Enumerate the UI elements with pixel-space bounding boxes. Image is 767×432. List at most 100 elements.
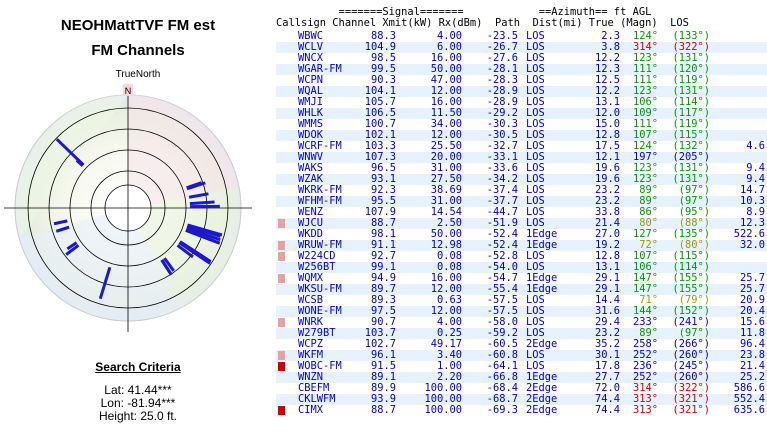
table-row[interactable]: W224CD 92.7 0.08 -52.8 LOS 12.8 107° (115°) [276,251,767,262]
cell-pa: LOS [526,118,545,130]
cell-xm: 100.00 [424,404,462,416]
table-row[interactable]: CKLWFM 93.9 100.00 -68.7 2Edge 74.4 313° (321°)… [276,394,767,405]
cell-xm: 16.00 [430,52,462,64]
cell-pa: 1Edge [526,228,558,240]
cell-ch: 104.1 [364,85,396,97]
table-row[interactable]: WHLK 106.5 11.50 -29.2 LOS 12.0 109° (117°) [276,108,767,119]
table-row[interactable]: WKFM 96.1 3.40 -60.8 LOS 30.1 252° (260°) 23.8 [276,350,767,361]
table-row[interactable]: W279BT 103.7 0.25 -59.2 LOS 23.2 89° (97°) 11.8 [276,328,767,339]
table-row[interactable]: W256BT 99.1 0.08 -54.0 LOS 13.1 106° (114°) [276,262,767,273]
table-row[interactable]: CBEFM 89.9 100.00 -68.4 2Edge 72.0 314° (322°) 5… [276,383,767,394]
table-row[interactable]: WAKS 96.5 31.00 -33.6 LOS 19.6 123° (131°) 9.4 [276,163,767,174]
cell-mg: (131°) [672,85,710,97]
cell-cs: WBWC [298,30,324,42]
table-row[interactable]: WKRK-FM 92.3 38.69 -37.4 LOS 23.2 89° (97°) 14.7 [276,185,767,196]
cell-cs: WDOK [298,129,324,141]
cell-rx: -52.4 [486,239,518,251]
cell-ag: 25.2 [739,371,765,383]
cell-tr: 313° [632,404,658,416]
cell-mg: (155°) [672,272,710,284]
cell-pa: LOS [526,52,545,64]
table-row[interactable]: WENZ 107.9 14.54 -44.7 LOS 33.8 86° (95°) 8.9 [276,207,767,218]
cell-di: 17.5 [594,140,620,152]
cell-mg: (321°) [672,404,710,416]
cell-pa: LOS [526,41,545,53]
table-row[interactable]: WCPN 90.3 47.00 -28.3 LOS 12.5 111° (119°) [276,75,767,86]
cell-ch: 105.7 [364,96,396,108]
table-row[interactable]: WGAR-FM 99.5 50.00 -28.1 LOS 12.3 111° (120°) [276,64,767,75]
cell-tr: 86° [639,206,658,218]
cell-xm: 25.50 [430,140,462,152]
cell-tr: 123° [632,173,658,185]
table-row[interactable]: WMMS 100.7 34.00 -30.3 LOS 15.0 111° (119°) [276,119,767,130]
table-row[interactable]: WMJI 105.7 16.00 -28.9 LOS 13.1 106° (114°) [276,97,767,108]
table-row[interactable]: WNCX 98.5 16.00 -27.6 LOS 12.2 123° (131°) [276,53,767,64]
cell-ch: 88.3 [370,30,396,42]
cell-ch: 102.7 [364,338,396,350]
cell-tr: 252° [632,349,658,361]
cell-ch: 89.7 [370,283,396,295]
cell-ch: 99.5 [370,63,396,75]
cell-mg: (120°) [672,63,710,75]
cell-di: 12.3 [594,63,620,75]
cell-xm: 20.00 [430,151,462,163]
cell-cs: CBEFM [298,382,330,394]
table-row[interactable]: WQMX 94.9 16.00 -54.7 1Edge 29.1 147° (155°) 25.… [276,273,767,284]
cell-mg: (260°) [672,371,710,383]
table-row[interactable]: CIMX 88.7 100.00 -69.3 2Edge 74.4 313° (321°) 63… [276,405,767,416]
cell-xm: 12.00 [430,129,462,141]
cell-cs: WJCU [298,217,324,229]
cell-pa: LOS [526,107,545,119]
cell-xm: 50.00 [430,228,462,240]
cell-di: 27.7 [594,371,620,383]
station-spoke [187,223,206,232]
table-row[interactable]: WBWC 88.3 4.00 -23.5 LOS 2.3 124° (133°) [276,31,767,42]
table-row[interactable]: WNRK 90.7 4.00 -58.0 LOS 29.4 233° (241°) 15.6 [276,317,767,328]
cell-mg: (131°) [672,162,710,174]
cell-ch: 107.9 [364,206,396,218]
table-row[interactable]: WQAL 104.1 12.00 -28.9 LOS 12.2 123° (131°) [276,86,767,97]
cell-tr: 106° [632,261,658,273]
table-row[interactable]: WCLV 104.9 6.00 -26.7 LOS 3.8 314° (322°) [276,42,767,53]
cell-xm: 0.08 [436,250,462,262]
table-row[interactable]: WCRF-FM 103.3 25.50 -32.7 LOS 17.5 124° (132°) 4… [276,141,767,152]
table-row[interactable]: WNWV 107.3 20.00 -33.1 LOS 12.1 197° (205°) [276,152,767,163]
cell-ag: 4.6 [746,140,765,152]
station-spoke [59,225,70,232]
table-row[interactable]: WKSU-FM 89.7 12.00 -55.4 1Edge 29.1 147° (155°)… [276,284,767,295]
table-row[interactable]: WZAK 93.1 27.50 -34.2 LOS 19.6 123° (131°) 9.4 [276,174,767,185]
cell-rx: -28.9 [486,85,518,97]
cell-di: 13.1 [594,261,620,273]
cell-mg: (155°) [672,283,710,295]
table-row[interactable]: WFHM-FM 95.5 31.00 -37.7 LOS 23.2 89° (97°) 10.3 [276,196,767,207]
table-row[interactable]: WCPZ 102.7 49.17 -60.5 2Edge 35.2 258° (266°) 96… [276,339,767,350]
cell-xm: 100.00 [424,382,462,394]
table-row[interactable]: WRUW-FM 91.1 12.98 -52.4 1Edge 19.2 72° (80°) 32… [276,240,767,251]
cell-pa: LOS [526,173,545,185]
cell-ch: 107.3 [364,151,396,163]
cell-ch: 92.3 [370,184,396,196]
cell-xm: 3.40 [436,349,462,361]
height-value: Height: 25.0 ft. [98,409,178,423]
cell-pa: 2Edge [526,404,558,416]
cell-rx: -68.7 [486,393,518,405]
table-row[interactable]: WONE-FM 97.5 12.00 -57.5 LOS 31.6 144° (152°) 20… [276,306,767,317]
cell-tr: 123° [632,52,658,64]
cell-ag: 635.6 [733,404,765,416]
table-row[interactable]: WOBC-FM 91.5 1.00 -64.1 LOS 17.8 236° (245°) 21.… [276,361,767,372]
cell-xm: 12.98 [430,239,462,251]
table-row[interactable]: WDOK 102.1 12.00 -30.5 LOS 12.8 107° (115°) [276,130,767,141]
table-row[interactable]: WNZN 89.1 2.20 -66.8 1Edge 27.7 252° (260°) 25.2 [276,372,767,383]
cell-tr: 314° [632,382,658,394]
table-header-group: =======Signal======= ==Azimuth== ft AGL [276,6,652,18]
cell-pa: LOS [526,184,545,196]
cell-ch: 98.1 [370,228,396,240]
table-row[interactable]: WKDD 98.1 50.00 -52.4 1Edge 27.0 127° (135°) 522… [276,229,767,240]
cell-mg: (117°) [672,107,710,119]
table-row[interactable]: WCSB 89.3 0.63 -57.5 LOS 14.4 71° (79°) 20.9 [276,295,767,306]
cell-mg: (97°) [678,327,710,339]
cell-ag: 32.0 [739,239,765,251]
table-row[interactable]: WJCU 88.7 2.50 -51.9 LOS 21.4 80° (88°) 12.3 [276,218,767,229]
cell-tr: 111° [632,118,658,130]
cell-di: 2.3 [601,30,620,42]
